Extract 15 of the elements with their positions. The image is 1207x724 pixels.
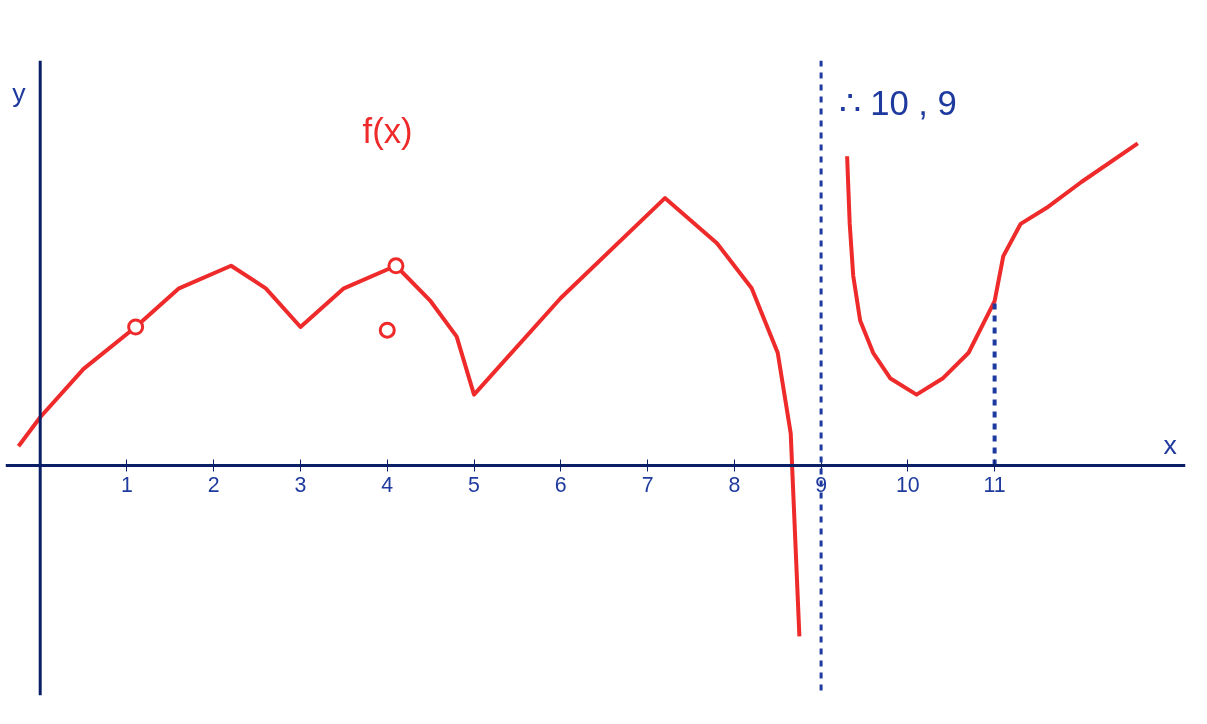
x-tick-label: 7 [641,472,654,497]
x-tick-label: 11 [983,472,1006,497]
x-tick-label: 3 [294,472,307,497]
x-tick-label: 4 [381,472,394,497]
text: ∴ 10 , 9 [838,83,957,122]
x-tick-label: 6 [554,472,567,497]
annotation: f(x) [362,111,413,150]
x-tick-label: 1 [121,472,133,497]
x-tick-label: 2 [207,472,220,497]
y-axis-title: y [12,77,27,108]
x-tick-label: 9 [815,472,828,497]
x-tick-label: 5 [468,472,480,497]
x-tick-label: 10 [895,472,920,497]
x-tick-label: 8 [728,472,741,497]
x-axis-title: x [1163,429,1178,460]
